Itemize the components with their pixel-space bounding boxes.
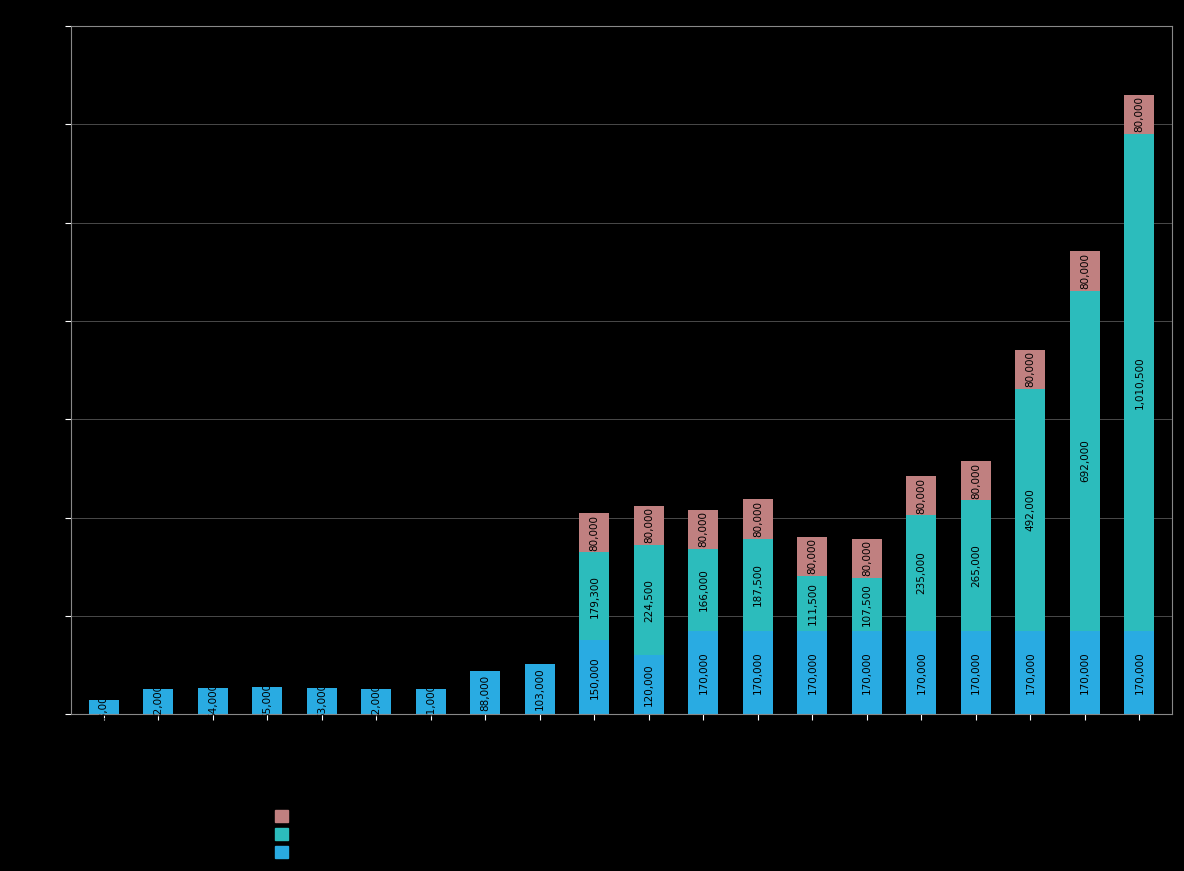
Bar — [525, 664, 555, 714]
Text: 52,000: 52,000 — [372, 684, 381, 719]
Text: 170,000: 170,000 — [807, 652, 817, 694]
Bar — [1125, 134, 1154, 631]
Bar — [907, 631, 937, 714]
Text: 80,000: 80,000 — [644, 507, 654, 544]
Text: 170,000: 170,000 — [1080, 652, 1090, 694]
Text: 80,000: 80,000 — [971, 463, 980, 499]
Text: 120,000: 120,000 — [644, 664, 654, 706]
Text: 80,000: 80,000 — [1080, 253, 1090, 289]
Text: 51,000: 51,000 — [426, 684, 436, 719]
Bar — [89, 700, 118, 714]
Text: 170,000: 170,000 — [916, 652, 926, 694]
Bar — [907, 515, 937, 631]
Text: 80,000: 80,000 — [916, 477, 926, 514]
Text: 235,000: 235,000 — [916, 551, 926, 594]
Bar — [633, 655, 664, 714]
Bar — [416, 689, 446, 714]
Text: 224,500: 224,500 — [644, 578, 654, 622]
Bar — [1016, 349, 1045, 388]
Bar — [688, 510, 719, 549]
Bar — [470, 671, 501, 714]
Text: 103,000: 103,000 — [535, 667, 545, 710]
Bar — [742, 538, 773, 631]
Text: 179,300: 179,300 — [590, 575, 599, 618]
Bar — [198, 688, 227, 714]
Bar — [143, 689, 173, 714]
Bar — [688, 549, 719, 631]
Bar — [1016, 631, 1045, 714]
Text: 170,000: 170,000 — [862, 652, 871, 694]
Text: 111,500: 111,500 — [807, 582, 817, 625]
Bar — [252, 687, 282, 714]
Text: 170,000: 170,000 — [971, 652, 980, 694]
Bar — [1070, 251, 1100, 291]
Bar — [797, 537, 828, 576]
Bar — [579, 552, 610, 640]
Text: 265,000: 265,000 — [971, 544, 980, 587]
Text: 80,000: 80,000 — [862, 540, 871, 577]
Text: 52,000: 52,000 — [153, 684, 163, 719]
Bar — [852, 577, 882, 631]
Text: 492,000: 492,000 — [1025, 489, 1036, 531]
Text: 80,000: 80,000 — [753, 501, 762, 537]
Text: 80,000: 80,000 — [1025, 351, 1036, 388]
Text: 28,000: 28,000 — [98, 689, 109, 726]
Bar — [361, 689, 391, 714]
Text: 692,000: 692,000 — [1080, 439, 1090, 482]
Bar — [797, 631, 828, 714]
Bar — [742, 499, 773, 538]
Bar — [1016, 388, 1045, 631]
Bar — [633, 545, 664, 655]
Bar — [579, 640, 610, 714]
Bar — [742, 631, 773, 714]
Bar — [579, 513, 610, 552]
Text: 80,000: 80,000 — [590, 515, 599, 550]
Text: 170,000: 170,000 — [1025, 652, 1036, 694]
Bar — [1125, 631, 1154, 714]
Bar — [797, 576, 828, 631]
Text: 170,000: 170,000 — [1134, 652, 1145, 694]
Bar — [688, 631, 719, 714]
Text: 55,000: 55,000 — [263, 683, 272, 719]
Text: 166,000: 166,000 — [699, 569, 708, 611]
Bar — [852, 538, 882, 577]
Text: 170,000: 170,000 — [753, 652, 762, 694]
Text: 53,000: 53,000 — [317, 683, 327, 719]
Bar — [307, 688, 336, 714]
Bar — [1125, 95, 1154, 134]
Text: 88,000: 88,000 — [481, 674, 490, 711]
Text: 80,000: 80,000 — [699, 511, 708, 547]
Bar — [1070, 631, 1100, 714]
Text: 80,000: 80,000 — [1134, 97, 1145, 132]
Legend: , , : , , — [276, 810, 298, 860]
Bar — [961, 461, 991, 501]
Bar — [633, 505, 664, 545]
Text: 170,000: 170,000 — [699, 652, 708, 694]
Text: 107,500: 107,500 — [862, 583, 871, 625]
Bar — [1070, 291, 1100, 631]
Text: 54,000: 54,000 — [207, 683, 218, 719]
Text: 187,500: 187,500 — [753, 564, 762, 606]
Text: 150,000: 150,000 — [590, 656, 599, 699]
Text: 80,000: 80,000 — [807, 538, 817, 574]
Bar — [961, 631, 991, 714]
Bar — [852, 631, 882, 714]
Bar — [961, 501, 991, 631]
Text: 1,010,500: 1,010,500 — [1134, 356, 1145, 408]
Bar — [907, 476, 937, 515]
